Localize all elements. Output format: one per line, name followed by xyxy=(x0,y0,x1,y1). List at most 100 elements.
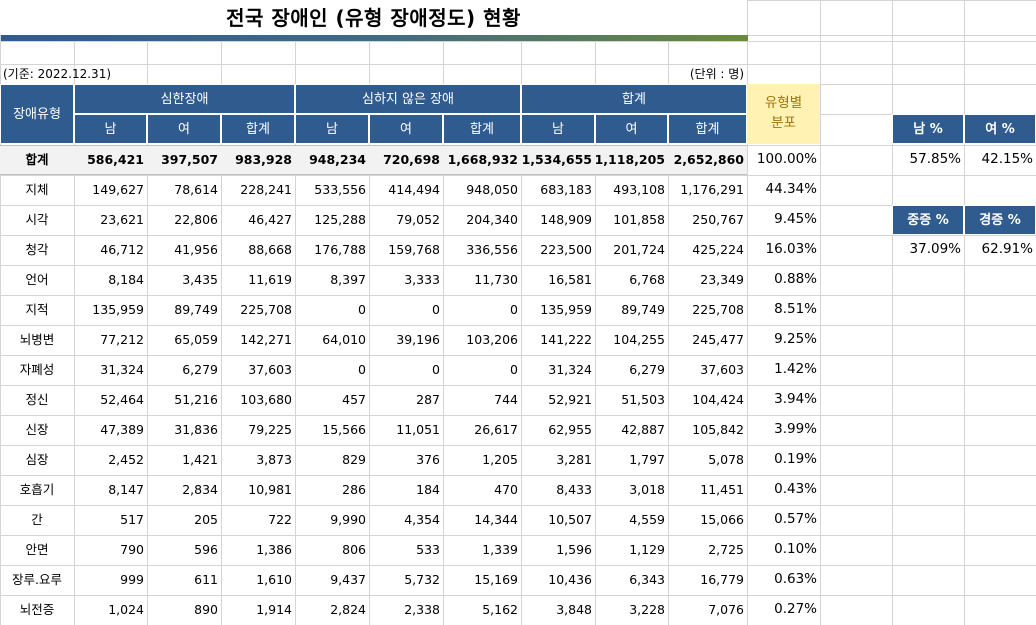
cell-mild-female[interactable]: 11,051 xyxy=(396,421,440,437)
cell-distribution[interactable]: 0.43% xyxy=(774,481,817,498)
cell-type[interactable]: 지체 xyxy=(25,181,49,197)
cell-total-sum[interactable]: 425,224 xyxy=(692,241,744,257)
cell-mild-female[interactable]: 159,768 xyxy=(388,241,440,257)
cell-severe-female[interactable]: 890 xyxy=(194,601,218,617)
cell-total-male[interactable]: 62,955 xyxy=(548,421,592,437)
cell-type[interactable]: 청각 xyxy=(25,241,49,257)
cell-distribution[interactable]: 9.25% xyxy=(774,331,817,348)
cell-type[interactable]: 안면 xyxy=(25,541,49,557)
cell-mild-female[interactable]: 4,354 xyxy=(404,511,440,527)
cell-mild-female[interactable]: 376 xyxy=(416,451,440,467)
cell-mild-male[interactable]: 176,788 xyxy=(314,241,366,257)
cell-distribution[interactable]: 3.99% xyxy=(774,421,817,438)
cell-total-male[interactable]: 135,959 xyxy=(540,301,592,317)
cell-severe-sum[interactable]: 983,928 xyxy=(221,145,295,175)
cell-severe-sum[interactable]: 142,271 xyxy=(240,331,292,347)
cell-total-male[interactable]: 10,436 xyxy=(548,571,592,587)
cell-severe-female[interactable]: 2,834 xyxy=(182,481,218,497)
cell-total-female[interactable]: 6,343 xyxy=(629,571,665,587)
cell-mild-female[interactable]: 720,698 xyxy=(369,145,443,175)
cell-severe-male[interactable]: 517 xyxy=(120,511,144,527)
cell-severe-sum[interactable]: 1,914 xyxy=(256,601,292,617)
cell-total-sum[interactable]: 225,708 xyxy=(692,301,744,317)
cell-total-sum[interactable]: 16,779 xyxy=(700,571,744,587)
cell-severe-female[interactable]: 51,216 xyxy=(174,391,218,407)
cell-mild-sum[interactable]: 5,162 xyxy=(482,601,518,617)
cell-total-sum[interactable]: 37,603 xyxy=(700,361,744,377)
cell-total-male[interactable]: 16,581 xyxy=(548,271,592,287)
cell-total-sum[interactable]: 1,176,291 xyxy=(680,181,744,197)
cell-severe-female[interactable]: 78,614 xyxy=(174,181,218,197)
cell-severe-male[interactable]: 790 xyxy=(120,541,144,557)
cell-severe-sum[interactable]: 11,619 xyxy=(248,271,292,287)
female-pct-value[interactable]: 42.15% xyxy=(981,151,1033,168)
cell-mild-male[interactable]: 2,824 xyxy=(330,601,366,617)
cell-mild-sum[interactable]: 26,617 xyxy=(474,421,518,437)
cell-distribution[interactable]: 3.94% xyxy=(774,391,817,408)
cell-mild-female[interactable]: 287 xyxy=(416,391,440,407)
cell-mild-male[interactable]: 15,566 xyxy=(322,421,366,437)
cell-total-sum[interactable]: 245,477 xyxy=(692,331,744,347)
cell-mild-male[interactable]: 64,010 xyxy=(322,331,366,347)
cell-severe-male[interactable]: 149,627 xyxy=(92,181,144,197)
cell-total-male[interactable]: 10,507 xyxy=(548,511,592,527)
cell-total-female[interactable]: 6,279 xyxy=(629,361,665,377)
cell-distribution[interactable]: 44.34% xyxy=(765,181,817,198)
cell-mild-male[interactable]: 457 xyxy=(342,391,366,407)
cell-mild-male[interactable]: 0 xyxy=(358,301,366,317)
cell-total-sum[interactable]: 105,842 xyxy=(692,421,744,437)
cell-severe-male[interactable]: 52,464 xyxy=(100,391,144,407)
cell-severe-male[interactable]: 8,147 xyxy=(108,481,144,497)
cell-severe-sum[interactable]: 1,610 xyxy=(256,571,292,587)
cell-severe-female[interactable]: 89,749 xyxy=(174,301,218,317)
cell-total-sum[interactable]: 23,349 xyxy=(700,271,744,287)
cell-type[interactable]: 장루.요루 xyxy=(12,571,62,587)
cell-total-female[interactable]: 42,887 xyxy=(621,421,665,437)
cell-distribution[interactable]: 0.27% xyxy=(774,601,817,618)
cell-type[interactable]: 뇌전증 xyxy=(19,601,55,617)
cell-total-female[interactable]: 493,108 xyxy=(613,181,665,197)
cell-distribution[interactable]: 0.19% xyxy=(774,451,817,468)
cell-severe-female[interactable]: 611 xyxy=(194,571,218,587)
cell-mild-sum[interactable]: 103,206 xyxy=(466,331,518,347)
cell-distribution[interactable]: 16.03% xyxy=(765,241,817,258)
cell-severe-male[interactable]: 46,712 xyxy=(100,241,144,257)
cell-distribution[interactable]: 100.00% xyxy=(756,151,817,168)
cell-total-female[interactable]: 89,749 xyxy=(621,301,665,317)
cell-distribution[interactable]: 0.88% xyxy=(774,271,817,288)
cell-mild-sum[interactable]: 948,050 xyxy=(466,181,518,197)
cell-distribution[interactable]: 8.51% xyxy=(774,301,817,318)
cell-severe-sum[interactable]: 10,981 xyxy=(248,481,292,497)
cell-severe-male[interactable]: 47,389 xyxy=(100,421,144,437)
cell-total-sum[interactable]: 104,424 xyxy=(692,391,744,407)
cell-type[interactable]: 심장 xyxy=(25,451,49,467)
cell-severe-sum[interactable]: 37,603 xyxy=(248,361,292,377)
cell-severe-male[interactable]: 23,621 xyxy=(100,211,144,227)
cell-severe-sum[interactable]: 225,708 xyxy=(240,301,292,317)
cell-mild-female[interactable]: 0 xyxy=(432,301,440,317)
cell-type[interactable]: 합계 xyxy=(0,145,74,175)
cell-mild-female[interactable]: 2,338 xyxy=(404,601,440,617)
cell-severe-sum[interactable]: 722 xyxy=(268,511,292,527)
cell-total-male[interactable]: 141,222 xyxy=(540,331,592,347)
cell-severe-male[interactable]: 2,452 xyxy=(108,451,144,467)
cell-mild-male[interactable]: 806 xyxy=(342,541,366,557)
cell-mild-female[interactable]: 184 xyxy=(416,481,440,497)
cell-mild-male[interactable]: 829 xyxy=(342,451,366,467)
cell-total-female[interactable]: 6,768 xyxy=(629,271,665,287)
cell-severe-female[interactable]: 3,435 xyxy=(182,271,218,287)
cell-mild-sum[interactable]: 470 xyxy=(494,481,518,497)
cell-type[interactable]: 언어 xyxy=(25,271,49,287)
cell-severe-male[interactable]: 8,184 xyxy=(108,271,144,287)
cell-mild-male[interactable]: 0 xyxy=(358,361,366,377)
cell-severe-female[interactable]: 22,806 xyxy=(174,211,218,227)
cell-severe-female[interactable]: 6,279 xyxy=(182,361,218,377)
cell-total-female[interactable]: 51,503 xyxy=(621,391,665,407)
cell-total-sum[interactable]: 2,652,860 xyxy=(668,145,747,175)
cell-type[interactable]: 호흡기 xyxy=(19,481,55,497)
cell-total-female[interactable]: 3,228 xyxy=(629,601,665,617)
cell-severe-male[interactable]: 586,421 xyxy=(74,145,147,175)
cell-total-male[interactable]: 3,281 xyxy=(556,451,592,467)
cell-total-male[interactable]: 1,596 xyxy=(556,541,592,557)
cell-severe-female[interactable]: 205 xyxy=(194,511,218,527)
